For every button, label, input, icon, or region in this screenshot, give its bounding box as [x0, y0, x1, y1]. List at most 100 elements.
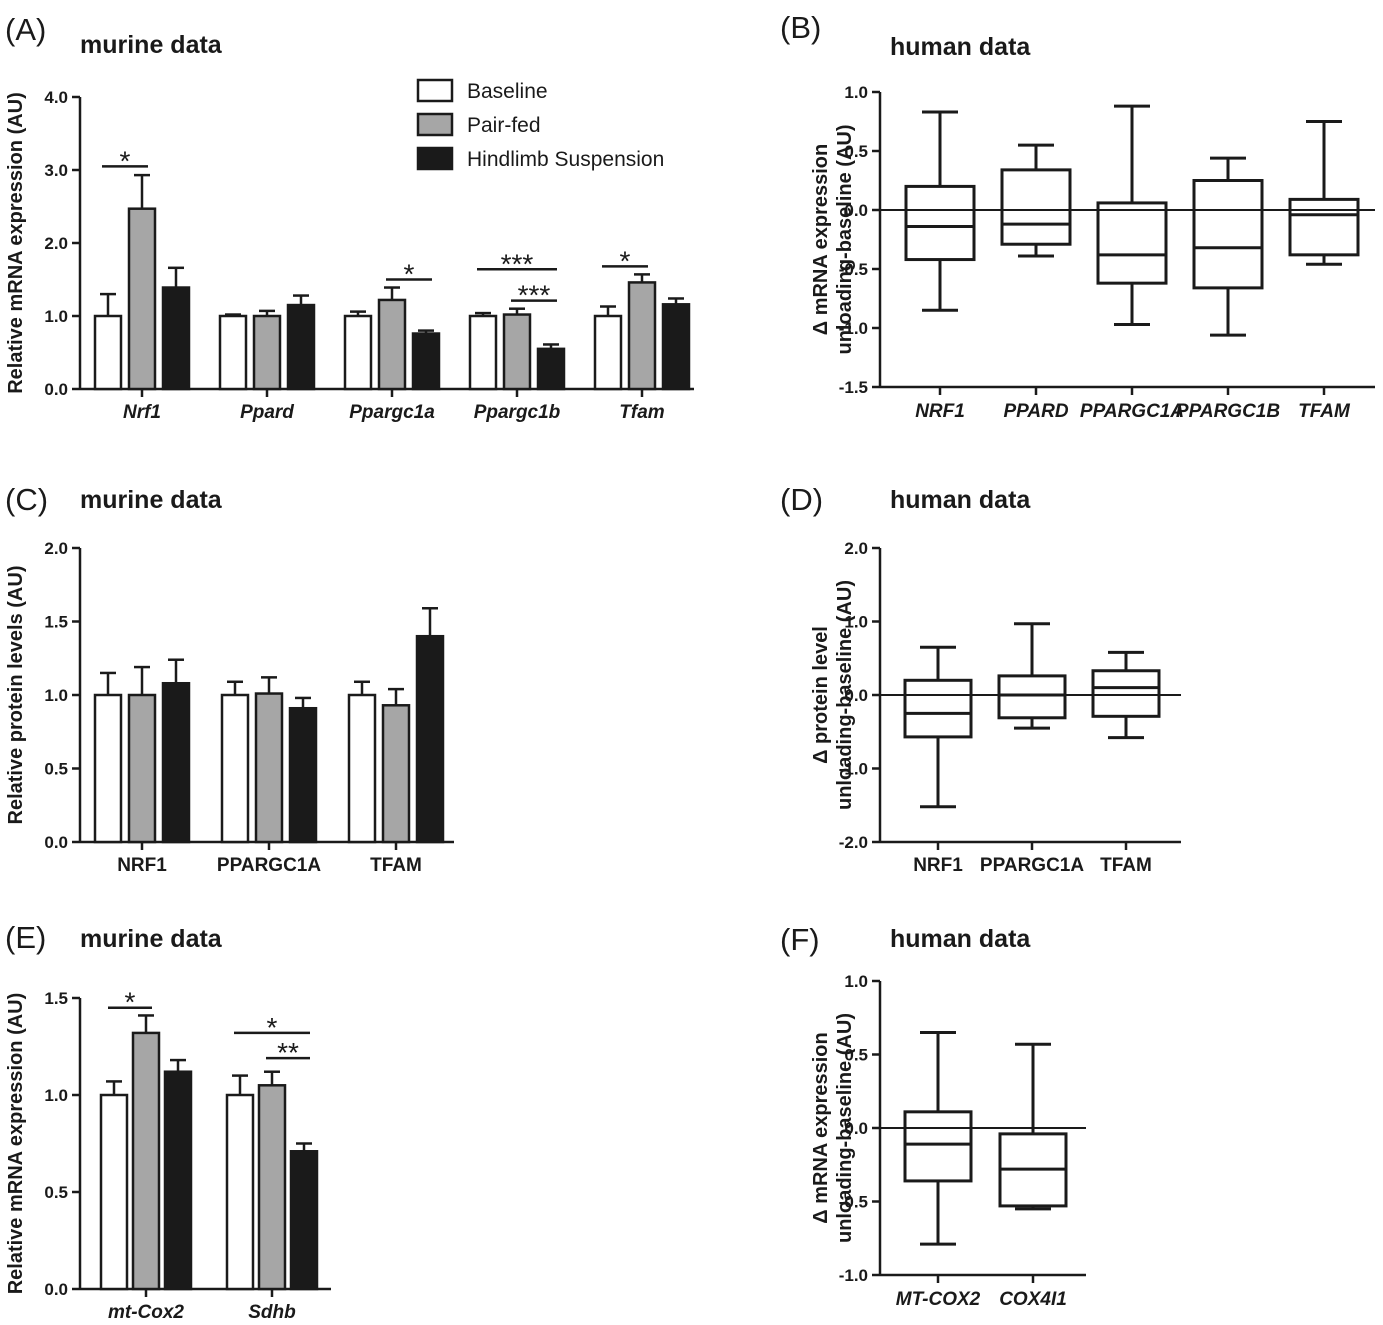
panel-title: human data — [890, 925, 1031, 953]
significance-marker: * — [120, 145, 131, 176]
x-category-label: Ppargc1a — [349, 402, 435, 423]
bar-pair-fed — [381, 704, 411, 844]
bar-pair-fed — [502, 313, 532, 391]
legend-swatch — [416, 78, 454, 103]
y-tick-label: 1.0 — [844, 83, 868, 102]
box-iqr — [903, 678, 973, 739]
panel-c-murine-protein-bar-chart: (C) murine data 0.0 0.5 1.0 1.5 2.0 Relative pr… — [5, 482, 454, 876]
y-tick-label: 1.0 — [844, 613, 868, 632]
y-tick-label: 0.0 — [44, 1280, 68, 1299]
y-tick-label: 0.5 — [844, 142, 868, 161]
panel-label: (D) — [780, 482, 823, 517]
panel-e-murine-mrna-bar-chart: (E) murine data 0.0 0.5 1.0 1.5 Relative mRNA … — [5, 920, 331, 1323]
y-tick-label: -0.5 — [839, 260, 868, 279]
panel-title: murine data — [80, 486, 223, 514]
bar-pair-fed — [127, 693, 157, 844]
x-category-label: TFAM — [370, 855, 422, 876]
panel-title: murine data — [80, 925, 223, 953]
box-iqr — [904, 184, 976, 262]
panel-f-human-mrna-box-plot: (F) human data -1.0 -0.5 0.0 0.5 1.0 Δ mRNA exp… — [780, 922, 1086, 1310]
y-tick-label: 2.0 — [44, 539, 68, 558]
box-iqr — [1288, 197, 1360, 257]
y-tick-label: 3.0 — [44, 161, 68, 180]
y-tick-label: 0.0 — [844, 201, 868, 220]
y-axis-label: unloading-baseline (AU) — [834, 125, 856, 355]
bar-hindlimb-suspension — [288, 706, 318, 844]
bar-pair-fed — [254, 692, 284, 844]
panel-title: human data — [890, 486, 1031, 514]
x-category-label: Tfam — [619, 402, 665, 423]
panel-label: (E) — [5, 920, 46, 955]
bar-baseline — [220, 693, 250, 844]
y-tick-label: -2.0 — [839, 833, 868, 852]
y-tick-label: 0.0 — [44, 380, 68, 399]
significance-marker: * — [620, 245, 631, 276]
box-iqr — [997, 674, 1067, 720]
bar-hindlimb-suspension — [411, 332, 441, 391]
x-category-label: TFAM — [1298, 401, 1351, 422]
panel-d-human-protein-box-plot: (D) human data -2.0 -1.0 0.0 1.0 2.0 Δ protein … — [780, 482, 1181, 876]
y-tick-label: 2.0 — [44, 234, 68, 253]
y-tick-label: 2.0 — [844, 539, 868, 558]
box-iqr — [1000, 168, 1072, 246]
x-category-label: NRF1 — [117, 855, 167, 876]
y-axis-label: Δ protein level — [810, 626, 832, 764]
y-tick-label: 0.0 — [44, 833, 68, 852]
y-axis-label: Relative mRNA expression (AU) — [5, 92, 27, 394]
y-tick-label: -1.0 — [839, 1266, 868, 1285]
y-tick-label: 1.0 — [844, 972, 868, 991]
bar-pair-fed — [257, 1084, 287, 1291]
y-axis-label: unloading-baseline (AU) — [834, 580, 856, 810]
bar-hindlimb-suspension — [286, 303, 316, 391]
y-tick-label: 0.0 — [844, 686, 868, 705]
y-tick-label: 0.5 — [44, 1183, 68, 1202]
x-category-label: PPARGC1A — [217, 855, 321, 876]
bar-baseline — [93, 314, 123, 391]
box-iqr — [1091, 669, 1161, 718]
bar-baseline — [347, 693, 377, 844]
x-category-label: Ppard — [240, 402, 294, 423]
y-tick-label: -1.0 — [839, 760, 868, 779]
y-axis-label: Relative protein levels (AU) — [5, 566, 27, 825]
legend-label: Baseline — [467, 80, 548, 103]
y-axis-label: Δ mRNA expression — [810, 1032, 832, 1223]
panel-label: (F) — [780, 922, 820, 957]
y-tick-label: 0.5 — [844, 1046, 868, 1065]
y-axis-label: unloading-baseline (AU) — [834, 1013, 856, 1243]
bar-pair-fed — [627, 281, 657, 391]
y-tick-label: 1.0 — [44, 686, 68, 705]
box-iqr — [903, 1110, 973, 1183]
y-tick-label: -0.5 — [839, 1193, 868, 1212]
legend-swatch — [416, 146, 454, 171]
panel-title: human data — [890, 33, 1031, 61]
x-category-label: PPARD — [1003, 401, 1068, 422]
x-category-label: MT-COX2 — [896, 1289, 981, 1310]
panel-b-human-mrna-box-plot: (B) human data -1.5 -1.0 -0.5 0.0 0.5 1.0 Δ mRNA… — [780, 10, 1375, 422]
x-category-label: TFAM — [1100, 855, 1152, 876]
x-category-label: Ppargc1b — [474, 402, 561, 423]
x-category-label: NRF1 — [915, 401, 965, 422]
y-tick-label: 1.5 — [44, 613, 68, 632]
x-category-label: COX4I1 — [999, 1289, 1067, 1310]
y-tick-label: 1.0 — [44, 307, 68, 326]
bar-pair-fed — [252, 314, 282, 391]
y-tick-label: 1.5 — [44, 989, 68, 1008]
panel-label: (C) — [5, 482, 48, 517]
legend-label: Hindlimb Suspension — [467, 148, 664, 171]
x-category-label: PPARGC1A — [980, 855, 1084, 876]
bar-hindlimb-suspension — [536, 347, 566, 391]
significance-marker: *** — [518, 280, 551, 311]
bar-hindlimb-suspension — [289, 1150, 319, 1291]
legend-label: Pair-fed — [467, 114, 541, 137]
bar-baseline — [343, 314, 373, 391]
box-iqr — [1192, 179, 1264, 290]
y-tick-label: 1.0 — [44, 1086, 68, 1105]
x-category-label: mt-Cox2 — [108, 1302, 184, 1323]
bar-baseline — [93, 693, 123, 844]
bar-baseline — [99, 1093, 129, 1291]
significance-marker: * — [404, 259, 415, 290]
bar-baseline — [593, 314, 623, 391]
x-category-label: Sdhb — [248, 1302, 296, 1323]
y-tick-label: -1.0 — [839, 319, 868, 338]
bar-pair-fed — [377, 298, 407, 391]
